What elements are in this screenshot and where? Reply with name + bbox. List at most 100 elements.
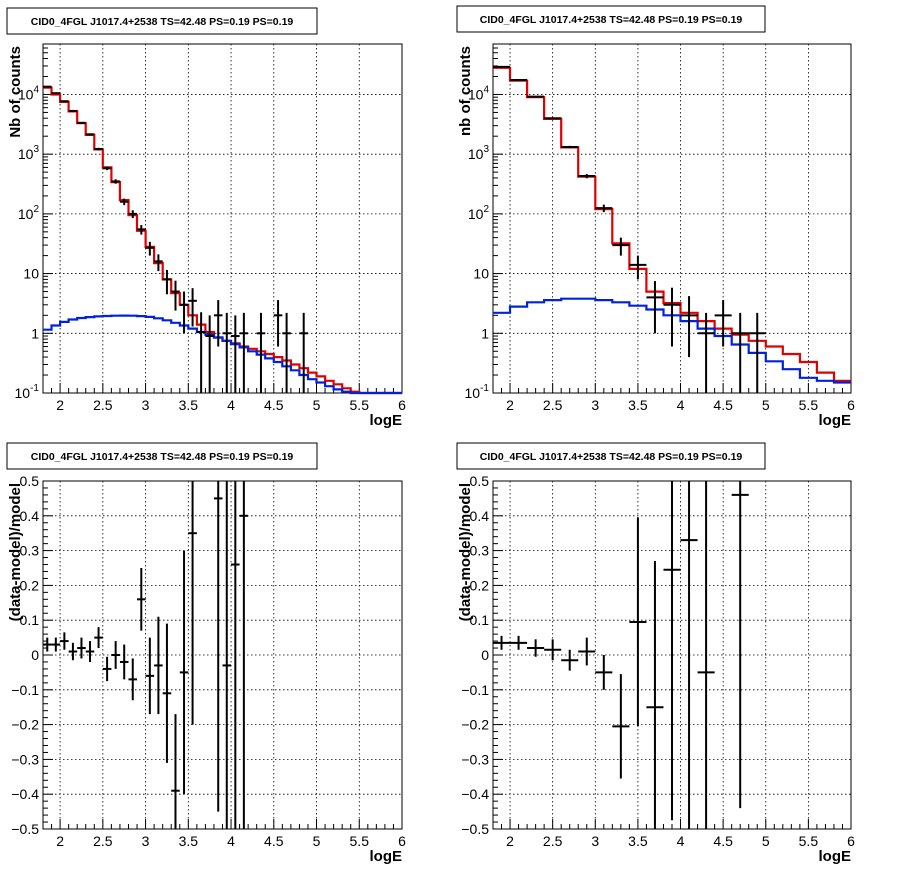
data-point [196,312,206,393]
y-tick-label: −0.4 [461,786,489,802]
x-tick-label: 2.5 [93,833,113,849]
x-tick-label: 5 [762,397,770,413]
x-tick-label: 6 [398,833,406,849]
x-tick-label: 3 [142,397,150,413]
x-tick-label: 3.5 [628,833,648,849]
chart-title: CID0_4FGL J1017.4+2538 TS=42.48 PS=0.19 … [480,451,743,463]
data-point [282,312,291,393]
x-tick-label: 4 [227,397,235,413]
y-tick-label: −0.1 [461,682,489,698]
x-tick-label: 3.5 [179,397,199,413]
data-point [527,639,545,657]
chart-title: CID0_4FGL J1017.4+2538 TS=42.48 PS=0.19 … [31,16,294,28]
y-tick-label: 0.3 [470,543,490,559]
x-tick-label: 4 [677,833,685,849]
data-point [154,254,163,272]
data-point [128,658,138,701]
data-point [68,109,78,112]
data-point [111,641,120,669]
data-point [544,639,562,661]
x-tick-label: 5 [313,833,321,849]
x-tick-label: 5.5 [350,833,370,849]
y-tick-label: 0 [31,647,39,663]
data-point [510,78,528,81]
x-tick-label: 4.5 [713,397,733,413]
x-tick-label: 5.5 [799,397,819,413]
data-point [612,674,630,779]
y-tick-label: 0.2 [470,577,490,593]
data-point [137,568,146,631]
data-point [714,300,732,347]
y-axis-label: (data-model)/model [457,483,474,621]
y-tick-label: 103 [18,144,40,162]
data-point [171,714,180,829]
data-point [77,637,86,659]
data-point [102,166,112,171]
data-point [663,481,681,821]
data-point [561,649,579,671]
chart-title: CID0_4FGL J1017.4+2538 TS=42.48 PS=0.19 … [480,14,743,26]
chart-title-box [6,442,318,470]
x-tick-label: 4.5 [264,397,284,413]
y-axis-label: (data-model)/model [7,483,24,621]
x-tick-label: 6 [847,833,855,849]
plot-frame [42,43,403,394]
data-point [299,312,308,393]
x-tick-label: 2 [56,833,64,849]
data-point [646,561,664,829]
data-point [85,641,95,662]
data-point [493,635,511,650]
x-tick-label: 2 [56,397,64,413]
data-point [510,635,528,650]
data-point [179,550,189,795]
data-point [213,300,223,347]
chart-panel-4: 2 2.5 3 3.5 4 4.5 5 5.5 6 −0.5 −0.4 −0.3 −0.2 −0.1 0 0.… [456,442,855,865]
chart-panel-3: 2 2.5 3 3.5 4 4.5 5 5.5 6 −0.5 −0.4 −0.3 −0.2 −0.1 0 0.… [6,442,406,865]
y-tick-label: 0.4 [20,508,40,524]
y-tick-label: 102 [468,204,490,222]
data-point [145,637,155,715]
y-tick-label: 0.4 [470,508,490,524]
y-tick-label: −0.5 [461,821,489,837]
y-tick-label: 0.1 [470,612,490,628]
data-point [68,642,78,661]
x-tick-label: 5 [313,397,321,413]
data-point [111,179,120,184]
y-tick-label: −0.3 [11,751,39,767]
x-tick-label: 3.5 [628,397,648,413]
y-tick-label: 104 [18,84,40,102]
data-point [680,481,698,829]
data-point [43,85,52,88]
y-tick-label: 0.2 [20,577,40,593]
x-tick-label: 5.5 [350,397,370,413]
data-point [273,300,283,347]
x-tick-label: 6 [847,397,855,413]
data-point [60,632,69,650]
y-tick-label: 104 [468,84,490,102]
x-tick-label: 4 [677,397,685,413]
x-axis-label: logE [819,412,852,429]
data-point [188,288,197,327]
x-tick-label: 5 [762,833,770,849]
y-tick-label: 0.3 [20,543,40,559]
data-point [231,481,240,829]
y-tick-label: −0.2 [11,717,39,733]
y-tick-label: 10-1 [465,383,490,401]
y-tick-label: −0.2 [461,717,489,733]
data-point [43,637,52,652]
data-point [731,312,749,393]
data-point [697,481,715,829]
y-tick-label: 1 [31,325,39,341]
x-tick-label: 6 [398,397,406,413]
y-axis-label: Nb of counts [7,46,24,138]
y-tick-label: 103 [468,144,490,162]
y-tick-label: −0.5 [11,821,39,837]
data-point [527,95,545,98]
data-point [222,312,232,393]
y-tick-label: −0.3 [461,751,489,767]
y-tick-label: 10 [473,266,489,282]
x-axis-label: logE [370,412,403,429]
x-tick-label: 3 [591,833,599,849]
data-point [629,517,647,727]
